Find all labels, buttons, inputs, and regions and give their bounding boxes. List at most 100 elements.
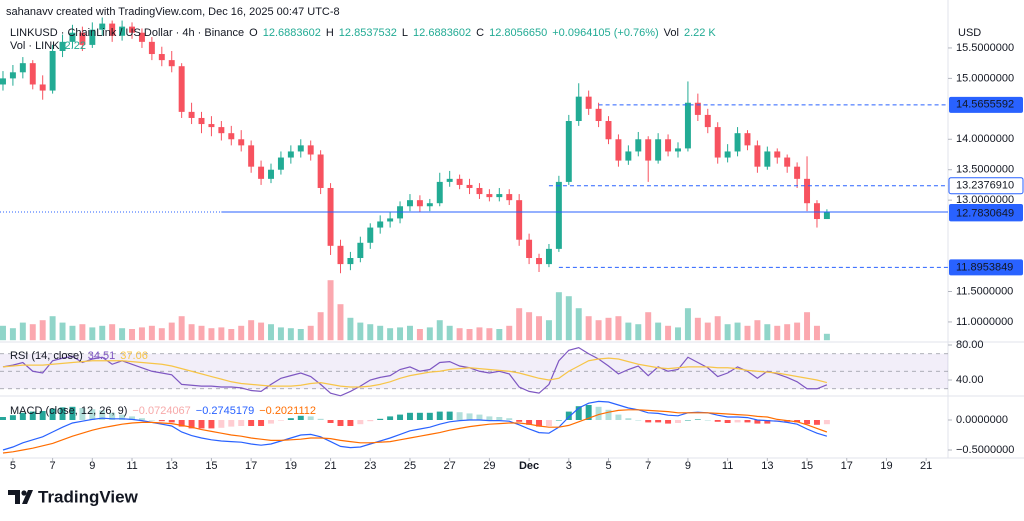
volume-bar [536,316,542,341]
candle-body [188,111,195,118]
candle-body [119,26,126,36]
candle-body [277,157,284,170]
histogram-bar [416,412,423,420]
histogram-bar [823,420,830,425]
price-tag-label: 13.2376910 [956,180,1014,192]
histogram-bar [545,420,552,426]
volume-bar [99,325,106,341]
volume-bar [138,327,145,341]
histogram-bar [258,420,265,426]
volume-bar [168,322,175,341]
candle-body [754,145,761,167]
histogram-bar [119,414,126,420]
volume-bar [545,320,552,341]
volume-bar [744,325,751,341]
candle-body [158,54,165,61]
volume-bar [684,308,691,341]
volume-bar [714,316,721,341]
x-tick-label: 25 [404,460,416,472]
candle-body [416,200,423,207]
candle-body [784,157,791,167]
brand: TradingView [38,487,139,506]
volume-bar [327,280,334,341]
histogram-bar [148,420,155,421]
histogram-bar [625,418,632,420]
y-tick-label: 15.5000000 [956,42,1014,54]
candle-body [655,139,662,161]
histogram-bar [684,420,691,421]
x-tick-label: 11 [126,460,137,472]
volume-bar [665,325,672,341]
histogram-bar [19,412,26,420]
legend-item: Vol · LINK [10,40,60,52]
histogram-bar [49,408,56,420]
histogram-bar [79,408,86,420]
volume-bar [794,322,801,341]
candle-body [496,194,503,198]
legend-item: 12.8537532 [339,27,397,39]
legend-item: −0.2021112 [259,405,316,417]
volume-bar [198,325,205,341]
legend-item: +0.0964105 (+0.76%) [552,27,658,39]
histogram-bar [655,420,662,423]
volume-bar [208,328,215,341]
candle-body [645,139,652,161]
candle-body [426,203,433,207]
histogram-bar [813,420,820,425]
volume-bar [297,329,304,341]
histogram-bar [595,406,602,420]
histogram-bar [168,420,175,423]
x-tick-label: 9 [89,460,95,472]
candle-body [774,151,781,158]
x-tick-label: 15 [205,460,217,472]
histogram-bar [605,409,612,420]
price-tag [949,96,1023,113]
volume-bar [9,328,16,341]
volume-bar [367,324,374,341]
volume-bar [466,329,473,341]
volume-bar [416,329,423,341]
candle-body [198,117,205,125]
logo-mark [8,490,20,504]
y-tick-label: 15.0000000 [956,72,1014,84]
volume-bar [774,325,781,341]
legend-item: −0.2745179 [196,405,254,417]
x-tick-label: 9 [685,460,691,472]
histogram-bar [357,420,364,425]
candle-body [506,194,513,201]
x-tick-label: 27 [444,460,456,472]
volume-bar [248,320,255,341]
candle-body [287,151,294,158]
volume-bar [486,328,493,341]
legend-item: 34.51 [88,350,116,362]
x-tick-label: 17 [245,460,257,472]
histogram-bar [387,416,394,420]
histogram-bar [585,405,592,420]
y-tick-label: 11.5000000 [956,285,1013,297]
candle-body [168,60,175,67]
volume-bar [436,320,443,341]
candle-body [804,178,811,204]
volume-bar [29,324,36,341]
volume-bar [268,324,274,341]
histogram-bar [287,418,294,420]
volume-bar [387,328,394,341]
volume-bar [754,320,761,341]
candle-body [704,114,711,128]
legend-item: 12.6883602 [263,27,321,39]
volume-bar [476,327,483,341]
candle-body [714,127,721,158]
candle-body [565,121,572,182]
candle-body [486,194,493,198]
currency: USD [958,27,981,39]
legend-item: 37.06 [120,350,148,362]
candle-body [29,63,36,85]
candle-body [347,258,354,265]
volume-bar [605,317,612,341]
x-tick-label: 5 [605,460,611,472]
candle-body [456,178,463,185]
histogram-bar [59,407,66,420]
volume-bar [804,312,811,341]
legend-item: Vol [664,27,679,39]
